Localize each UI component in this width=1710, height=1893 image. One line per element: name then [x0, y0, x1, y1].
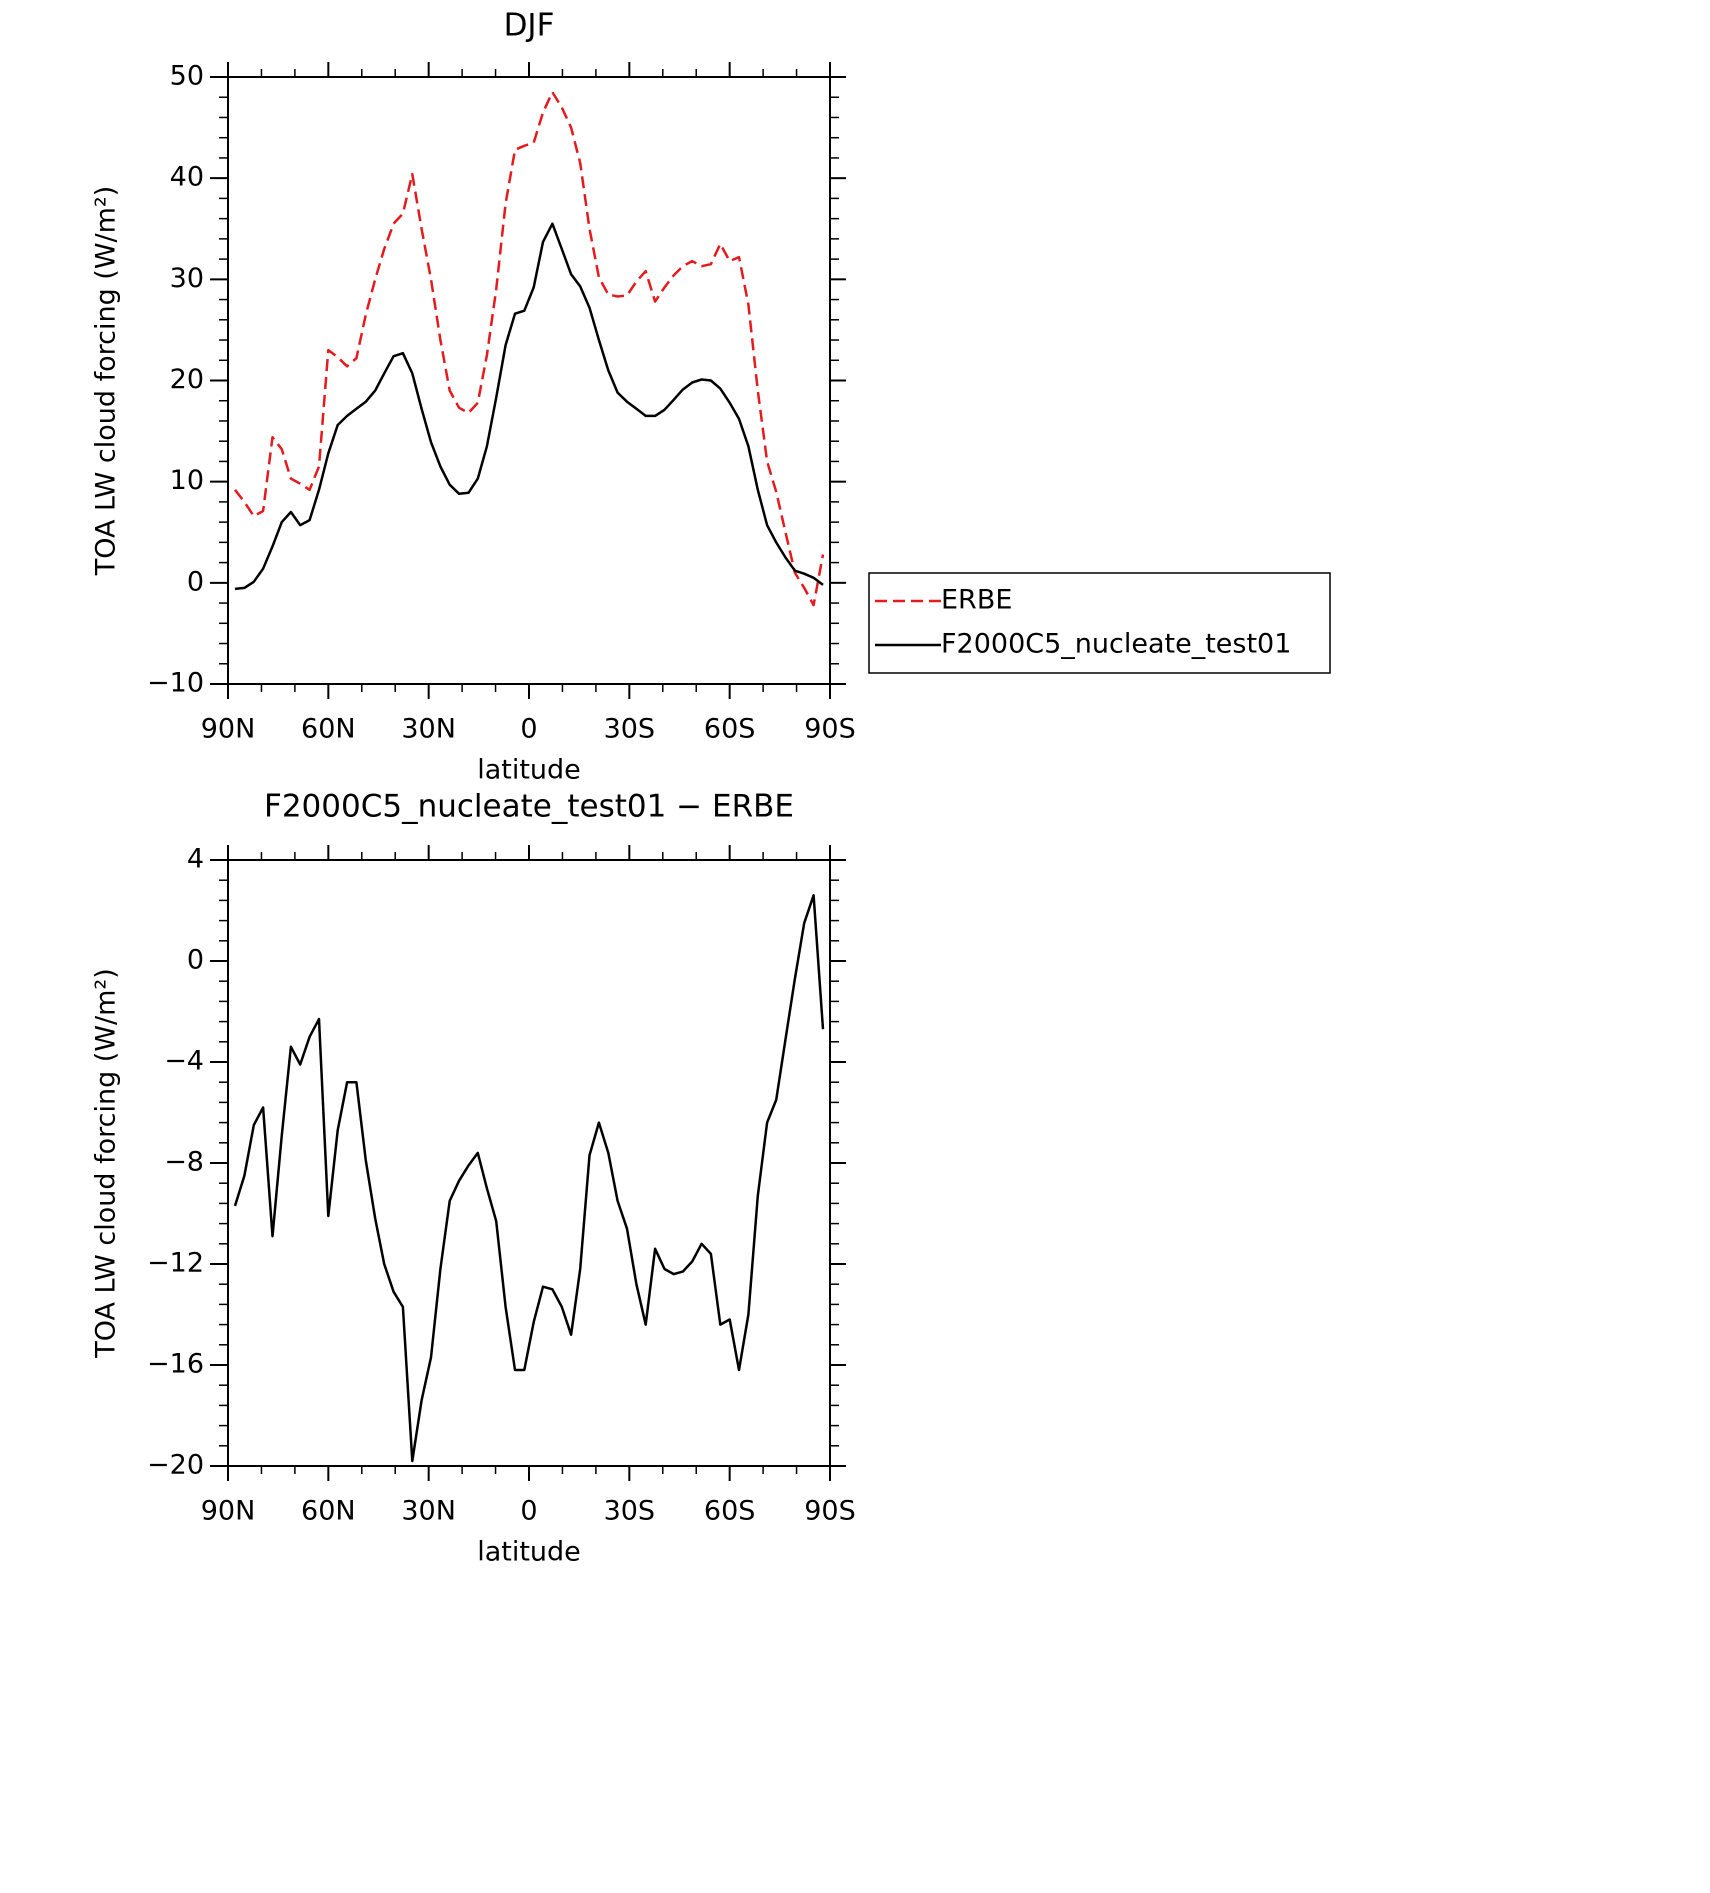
- x-axis-label: latitude: [477, 1537, 581, 1568]
- y-tick-label: 20: [170, 364, 204, 395]
- x-axis-label: latitude: [477, 755, 581, 786]
- y-tick-label: −20: [147, 1450, 204, 1481]
- y-tick-label: 10: [170, 465, 204, 496]
- data-line: [234, 90, 825, 607]
- plot-frame: [227, 76, 831, 685]
- x-tick-label: 90S: [804, 714, 856, 745]
- x-tick-label: 60N: [301, 714, 356, 745]
- y-axis-label: TOA LW cloud forcing (W/m²): [91, 186, 122, 577]
- legend-box: [868, 572, 1331, 674]
- chart-title: F2000C5_nucleate_test01 − ERBE: [264, 789, 794, 825]
- x-tick-label: 90N: [201, 714, 256, 745]
- x-tick-label: 0: [520, 1496, 537, 1527]
- y-tick-label: 40: [170, 162, 204, 193]
- x-tick-label: 30N: [401, 714, 456, 745]
- x-tick-label: 90S: [804, 1496, 856, 1527]
- y-tick-label: 30: [170, 263, 204, 294]
- x-tick-label: 30N: [401, 1496, 456, 1527]
- data-line: [233, 894, 825, 1463]
- y-tick-label: −12: [147, 1248, 204, 1279]
- plot-frame: [227, 859, 831, 1467]
- chart-title: DJF: [504, 8, 555, 44]
- y-axis-label: TOA LW cloud forcing (W/m²): [91, 968, 122, 1359]
- y-tick-label: 0: [187, 945, 204, 976]
- y-tick-label: 50: [170, 61, 204, 92]
- legend-label: ERBE: [941, 585, 1012, 616]
- legend-label: F2000C5_nucleate_test01: [941, 629, 1291, 660]
- y-tick-label: −8: [164, 1147, 204, 1178]
- x-tick-label: 90N: [201, 1496, 256, 1527]
- y-tick-label: 0: [187, 566, 204, 597]
- x-tick-label: 30S: [604, 1496, 656, 1527]
- x-tick-label: 0: [520, 714, 537, 745]
- y-tick-label: 4: [187, 844, 204, 875]
- y-tick-label: −4: [164, 1046, 204, 1077]
- x-tick-label: 30S: [604, 714, 656, 745]
- y-tick-label: −10: [147, 668, 204, 699]
- x-tick-label: 60N: [301, 1496, 356, 1527]
- data-line: [234, 222, 824, 591]
- y-tick-label: −16: [147, 1349, 204, 1380]
- x-tick-label: 60S: [704, 1496, 756, 1527]
- x-tick-label: 60S: [704, 714, 756, 745]
